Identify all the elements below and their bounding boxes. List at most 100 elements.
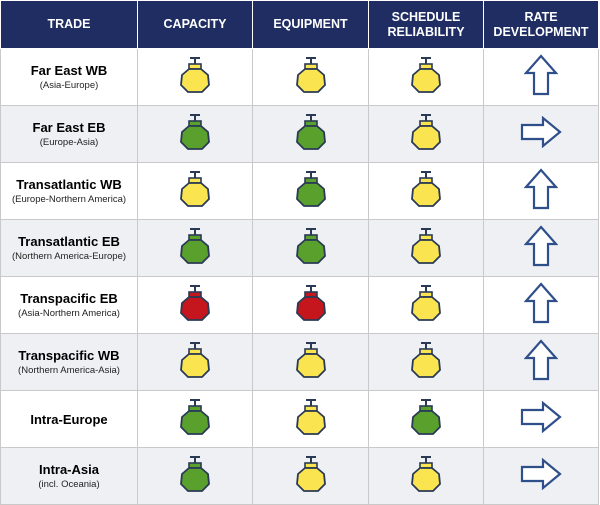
trade-name: Transpacific EB <box>20 291 118 306</box>
ship-yellow-icon <box>180 170 210 207</box>
ship-yellow-icon <box>411 455 441 492</box>
ship-yellow-icon <box>180 56 210 93</box>
arrow-right-icon <box>520 457 562 490</box>
trade-cell: Transatlantic WB (Europe-Northern America… <box>0 162 138 220</box>
ship-green-icon <box>411 398 441 435</box>
equipment-cell <box>252 48 369 106</box>
ship-yellow-icon <box>295 56 326 93</box>
equipment-cell <box>252 276 369 334</box>
trade-name: Far East WB <box>30 63 108 78</box>
schedule-cell <box>368 162 484 220</box>
trade-subtitle: (incl. Oceania) <box>38 479 100 490</box>
rate-cell <box>483 390 599 448</box>
ship-yellow-icon <box>295 455 326 492</box>
trade-cell: Intra-Asia (incl. Oceania) <box>0 447 138 505</box>
trade-subtitle: (Europe-Northern America) <box>11 194 127 205</box>
table-row: Transatlantic WB (Europe-Northern America… <box>0 162 599 220</box>
trade-subtitle: (Europe-Asia) <box>39 137 99 148</box>
arrow-up-icon <box>524 53 558 95</box>
schedule-cell <box>368 219 484 277</box>
capacity-cell <box>137 105 253 163</box>
schedule-cell <box>368 447 484 505</box>
trade-name: Intra-Europe <box>30 411 108 427</box>
rate-cell <box>483 276 599 334</box>
table-row: Far East EB (Europe-Asia) <box>0 105 599 163</box>
header-row: TRADE CAPACITY EQUIPMENT SCHEDULE RELIABI… <box>0 0 599 49</box>
trade-subtitle: (Northern America-Asia) <box>18 365 120 376</box>
header-equipment: EQUIPMENT <box>252 0 369 49</box>
table-row: Intra-Europe <box>0 390 599 448</box>
ship-yellow-icon <box>411 227 441 264</box>
rate-cell <box>483 447 599 505</box>
header-rate-development: RATE DEVELOPMENT <box>483 0 599 49</box>
header-capacity-label: CAPACITY <box>163 17 227 31</box>
ship-yellow-icon <box>411 113 441 150</box>
ship-green-icon <box>180 227 210 264</box>
ship-green-icon <box>180 113 210 150</box>
arrow-up-icon <box>524 224 558 266</box>
header-rate-line1: RATE <box>524 9 558 24</box>
table-row: Transatlantic EB (Northern America-Europe… <box>0 219 599 277</box>
trade-name: Far East EB <box>32 120 106 135</box>
equipment-cell <box>252 219 369 277</box>
rate-cell <box>483 48 599 106</box>
rate-cell <box>483 333 599 391</box>
table-row: Transpacific WB (Northern America-Asia) <box>0 333 599 391</box>
ship-yellow-icon <box>411 170 441 207</box>
trade-cell: Transatlantic EB (Northern America-Europe… <box>0 219 138 277</box>
ship-yellow-icon <box>180 341 210 378</box>
table-row: Intra-Asia (incl. Oceania) <box>0 447 599 505</box>
schedule-cell <box>368 390 484 448</box>
trade-subtitle: (Asia-Northern America) <box>18 308 120 319</box>
equipment-cell <box>252 390 369 448</box>
header-schedule-reliability: SCHEDULE RELIABILITY <box>368 0 484 49</box>
schedule-cell <box>368 48 484 106</box>
trade-cell: Transpacific WB (Northern America-Asia) <box>0 333 138 391</box>
rate-cell <box>483 162 599 220</box>
ship-green-icon <box>295 113 326 150</box>
table-row: Far East WB (Asia-Europe) <box>0 48 599 106</box>
schedule-cell <box>368 105 484 163</box>
ship-yellow-icon <box>295 398 326 435</box>
arrow-up-icon <box>524 338 558 380</box>
trade-name: Transpacific WB <box>18 348 120 363</box>
table-body: Far East WB (Asia-Europe) Far East EB (Euro… <box>0 48 599 505</box>
capacity-cell <box>137 219 253 277</box>
ship-yellow-icon <box>295 341 326 378</box>
header-equipment-label: EQUIPMENT <box>273 17 348 31</box>
ship-green-icon <box>295 227 326 264</box>
ship-yellow-icon <box>411 284 441 321</box>
trade-cell: Far East EB (Europe-Asia) <box>0 105 138 163</box>
trade-subtitle: (Northern America-Europe) <box>11 251 127 262</box>
equipment-cell <box>252 333 369 391</box>
ship-green-icon <box>180 455 210 492</box>
arrow-right-icon <box>520 400 562 433</box>
equipment-cell <box>252 447 369 505</box>
ship-red-icon <box>295 284 326 321</box>
ship-green-icon <box>180 398 210 435</box>
arrow-up-icon <box>524 167 558 209</box>
arrow-up-icon <box>524 281 558 323</box>
trade-cell: Transpacific EB (Asia-Northern America) <box>0 276 138 334</box>
trade-name: Transatlantic WB <box>16 177 122 192</box>
capacity-cell <box>137 276 253 334</box>
ship-yellow-icon <box>411 56 441 93</box>
header-rate-line2: DEVELOPMENT <box>493 24 589 39</box>
header-capacity: CAPACITY <box>137 0 253 49</box>
trade-name: Intra-Asia <box>39 462 99 477</box>
equipment-cell <box>252 162 369 220</box>
trade-name: Transatlantic EB <box>18 234 120 249</box>
rate-cell <box>483 105 599 163</box>
capacity-cell <box>137 447 253 505</box>
arrow-right-icon <box>520 115 562 148</box>
schedule-cell <box>368 333 484 391</box>
header-schedule-line2: RELIABILITY <box>387 24 465 39</box>
table-row: Transpacific EB (Asia-Northern America) <box>0 276 599 334</box>
capacity-cell <box>137 390 253 448</box>
header-trade-label: TRADE <box>47 17 91 31</box>
header-trade: TRADE <box>0 0 138 49</box>
capacity-cell <box>137 48 253 106</box>
rate-cell <box>483 219 599 277</box>
ship-green-icon <box>295 170 326 207</box>
